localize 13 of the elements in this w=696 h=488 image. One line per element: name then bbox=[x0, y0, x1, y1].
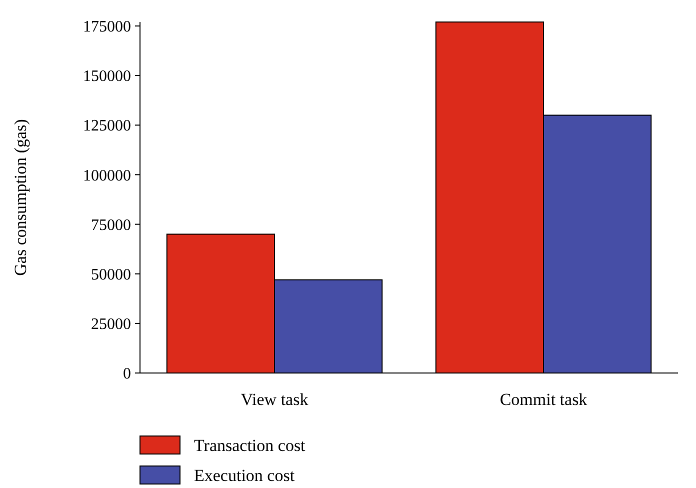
y-tick-label: 75000 bbox=[91, 216, 131, 234]
x-tick-label: View task bbox=[240, 390, 309, 409]
y-tick-label: 100000 bbox=[83, 167, 131, 184]
x-tick-label: Commit task bbox=[500, 390, 588, 409]
y-tick-label: 150000 bbox=[83, 68, 131, 86]
legend-label: Transaction cost bbox=[194, 436, 306, 455]
y-tick-label: 125000 bbox=[83, 118, 131, 135]
y-axis-title: Gas consumption (gas) bbox=[11, 119, 30, 276]
y-tick-label: 175000 bbox=[83, 18, 131, 36]
legend-label: Execution cost bbox=[194, 466, 295, 485]
y-tick-label: 25000 bbox=[91, 316, 131, 334]
y-tick-label: 50000 bbox=[91, 266, 131, 284]
y-tick-label: 0 bbox=[123, 366, 131, 383]
